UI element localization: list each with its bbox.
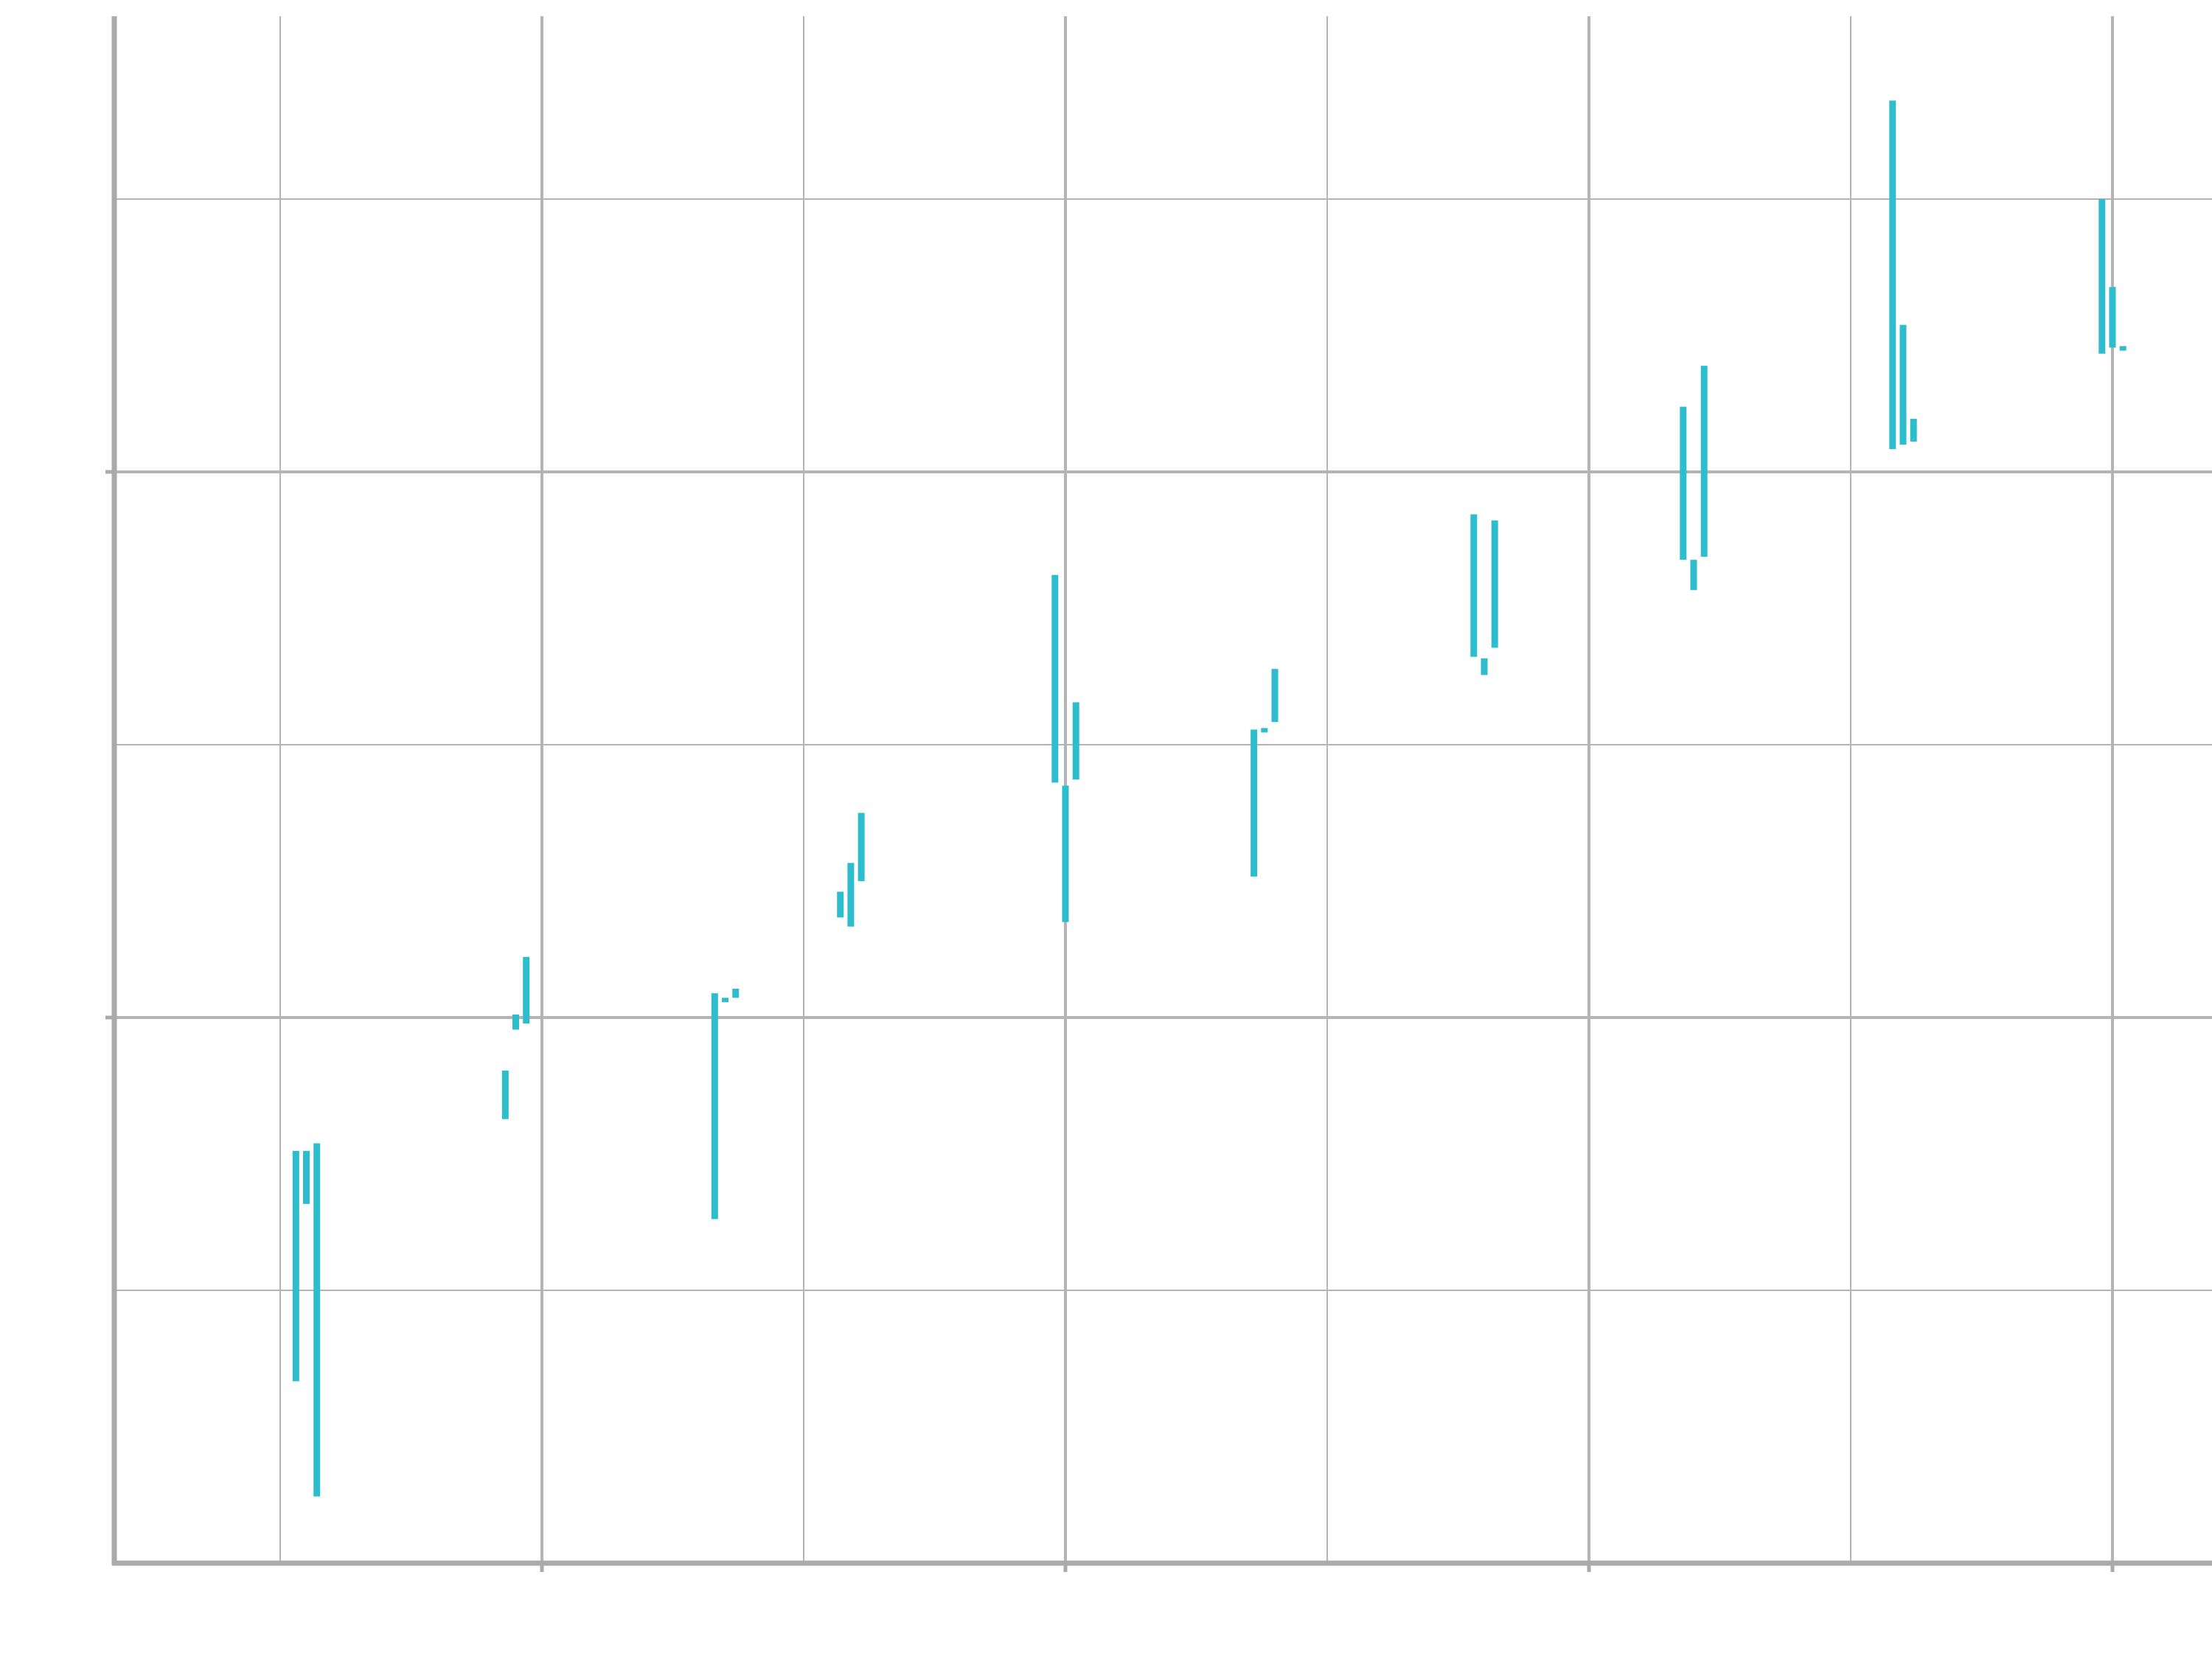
bar-layer — [292, 100, 2126, 1497]
range-bar — [1470, 514, 1478, 657]
range-bar — [512, 1014, 519, 1030]
range-bar — [523, 956, 530, 1024]
range-bar — [2109, 287, 2116, 348]
range-bar — [858, 813, 865, 881]
axis-layer — [105, 16, 2212, 1572]
range-bar — [1910, 419, 1917, 442]
range-bar — [2098, 199, 2106, 354]
range-bar — [1062, 785, 1069, 922]
range-bar — [1889, 100, 1896, 450]
range-bar — [1491, 520, 1498, 648]
range-bar — [501, 1070, 509, 1119]
range-bar — [2119, 346, 2126, 351]
range-bar — [1899, 324, 1907, 445]
range-bar — [1051, 574, 1059, 783]
range-bar — [732, 988, 740, 998]
range-bar — [1690, 560, 1697, 591]
range-bar — [292, 1150, 299, 1382]
range-bar — [1261, 728, 1268, 733]
range-bar — [837, 891, 844, 918]
range-bar — [711, 993, 718, 1220]
range-bar — [1700, 366, 1708, 557]
grid-layer — [114, 16, 2212, 1563]
range-bar — [1271, 669, 1279, 723]
range-bar — [722, 998, 728, 1003]
range-bar — [303, 1150, 310, 1204]
range-bar — [847, 863, 855, 927]
range-bar — [1481, 658, 1488, 675]
range-bar — [1072, 702, 1079, 780]
range-bar — [1251, 729, 1258, 877]
range-bar — [313, 1143, 321, 1497]
range-bar — [1680, 406, 1687, 560]
